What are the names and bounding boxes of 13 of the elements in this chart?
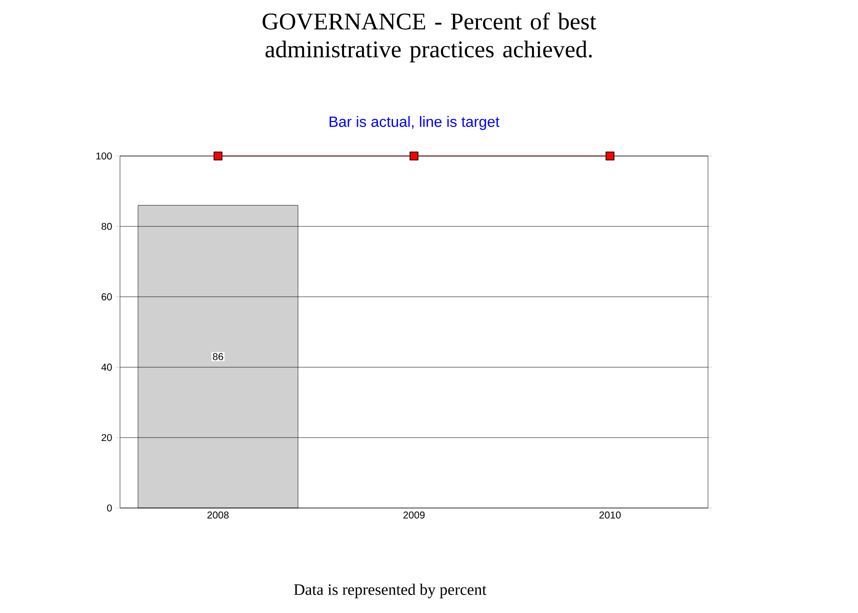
x-tick-label: 2010 — [599, 512, 621, 519]
y-tick-label: 80 — [102, 222, 112, 230]
y-tick-label: 100 — [96, 152, 112, 160]
y-tick-label: 0 — [107, 504, 112, 512]
chart-subtitle: Bar is actual, line is target — [330, 116, 500, 130]
x-tick-label: 2009 — [403, 512, 425, 519]
text: Data is represented by percent — [294, 584, 486, 598]
chart-title: GOVERNANCE - Percent of best administrative practices achieved. — [262, 12, 596, 62]
y-tick-label: 60 — [102, 293, 112, 300]
data-label: 86 — [212, 353, 224, 360]
x-tick-label: 2008 — [207, 512, 229, 519]
y-tick-label: 40 — [101, 364, 112, 371]
y-tick-label: 20 — [102, 434, 112, 442]
